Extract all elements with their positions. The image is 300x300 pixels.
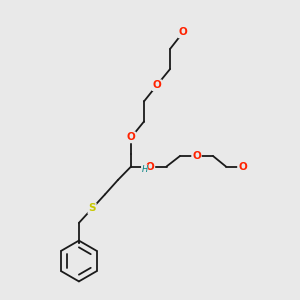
Text: O: O xyxy=(192,151,201,161)
Text: O: O xyxy=(152,80,161,90)
Text: O: O xyxy=(178,27,188,38)
Text: O: O xyxy=(238,161,247,172)
Text: O: O xyxy=(146,161,154,172)
Text: S: S xyxy=(88,203,96,214)
Text: O: O xyxy=(127,132,136,142)
Text: H: H xyxy=(142,165,148,174)
